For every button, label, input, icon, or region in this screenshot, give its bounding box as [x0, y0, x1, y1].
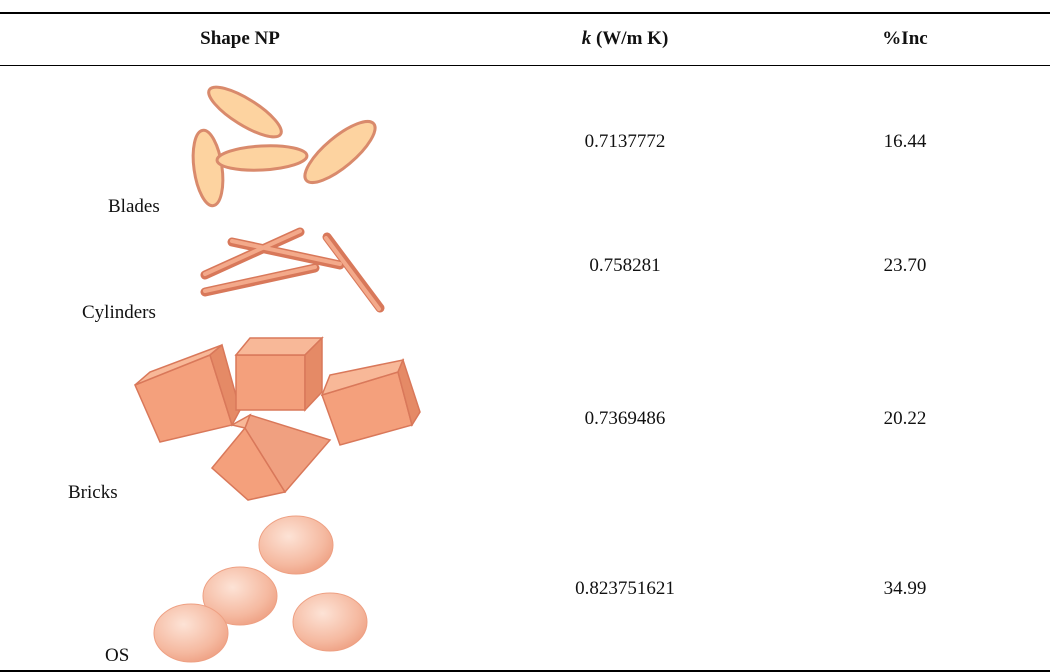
header-k-unit: (W/m K): [595, 28, 669, 49]
header-rule: [0, 65, 1050, 66]
top-rule: [0, 12, 1050, 14]
shape-label: OS: [105, 645, 130, 666]
inc-value: 23.70: [883, 255, 927, 276]
k-value: 0.758281: [589, 255, 661, 276]
bricks-icon: [134, 336, 421, 501]
os-icon: [153, 515, 368, 663]
shape-label: Bricks: [68, 482, 118, 503]
shape-label: Blades: [108, 196, 160, 217]
inc-value: 20.22: [883, 408, 927, 429]
shape-label: Cylinders: [82, 302, 156, 323]
k-value: 0.823751621: [575, 578, 675, 599]
header-k: k (W/m K): [582, 28, 669, 50]
inc-value: 34.99: [883, 578, 927, 599]
inc-value: 16.44: [883, 131, 927, 152]
header-inc: %Inc: [882, 28, 928, 49]
bottom-rule: [0, 670, 1050, 672]
k-value: 0.7369486: [584, 408, 666, 429]
blades-icon: [191, 85, 377, 208]
k-value: 0.7137772: [584, 131, 666, 152]
cylinders-icon: [200, 227, 385, 313]
header-k-symbol: k: [581, 28, 592, 49]
header-shape: Shape NP: [200, 28, 280, 49]
